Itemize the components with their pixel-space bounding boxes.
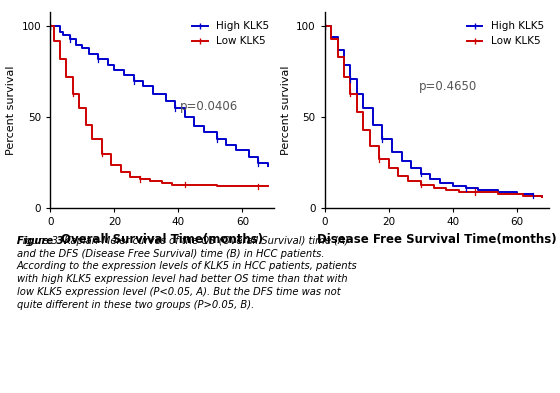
Text: Figure 3. Kaplan-Meier curves of the OS (Overall Survival) time (A)
and the DFS : Figure 3. Kaplan-Meier curves of the OS … — [17, 236, 357, 310]
Legend: High KLK5, Low KLK5: High KLK5, Low KLK5 — [463, 17, 548, 51]
Text: Figure 3.: Figure 3. — [17, 236, 67, 246]
Legend: High KLK5, Low KLK5: High KLK5, Low KLK5 — [188, 17, 274, 51]
X-axis label: Disease Free Survival Time(months): Disease Free Survival Time(months) — [317, 233, 557, 246]
Text: p=0.4650: p=0.4650 — [419, 81, 477, 94]
Y-axis label: Percent survival: Percent survival — [6, 65, 16, 155]
Text: p=0.0406: p=0.0406 — [180, 100, 239, 113]
Y-axis label: Percent survival: Percent survival — [281, 65, 291, 155]
X-axis label: Overall Survival Time(months): Overall Survival Time(months) — [62, 233, 263, 246]
